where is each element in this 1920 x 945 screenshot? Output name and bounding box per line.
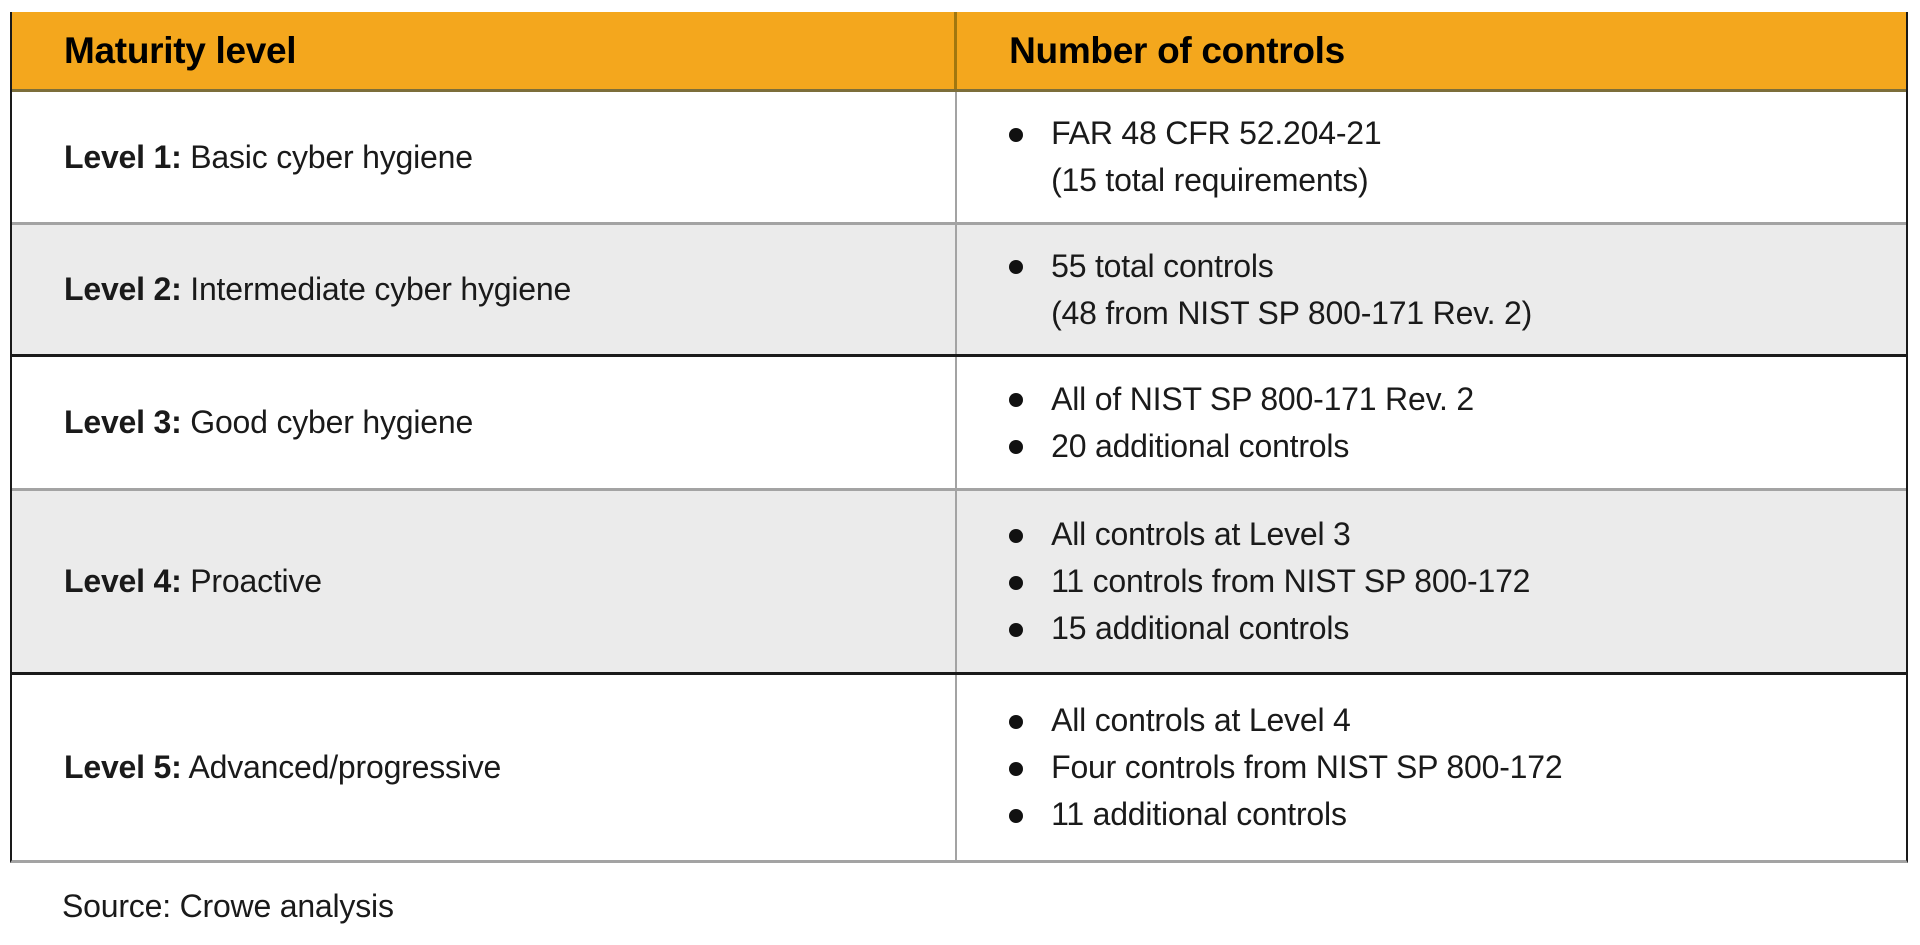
bullet-dot xyxy=(1009,808,1024,823)
control-line: All of NIST SP 800-171 Rev. 2 xyxy=(1007,376,1906,423)
bullet-dot xyxy=(1009,260,1024,274)
bullet-dot xyxy=(1009,393,1024,407)
bullet-icon xyxy=(1007,760,1051,776)
controls-cell: All controls at Level 3 11 controls from … xyxy=(957,491,1906,672)
bullet-dot xyxy=(1009,440,1024,454)
bullet-icon xyxy=(1007,126,1051,142)
controls-cell: FAR 48 CFR 52.204-21 (15 total requiremen… xyxy=(957,92,1906,222)
bullet-icon xyxy=(1007,713,1051,729)
maturity-table: Maturity level Number of controls Level … xyxy=(10,12,1908,863)
bullet-dot xyxy=(1009,575,1024,590)
bullet-dot xyxy=(1009,761,1024,776)
level-label: Level 5: xyxy=(64,749,182,785)
control-line: 20 additional controls xyxy=(1007,423,1906,470)
control-text: FAR 48 CFR 52.204-21 xyxy=(1051,115,1382,151)
maturity-level-cell: Level 5: Advanced/progressive xyxy=(12,675,958,860)
bullet-icon xyxy=(1007,258,1051,274)
level-line: Level 5: Advanced/progressive xyxy=(64,749,955,786)
bullet-dot xyxy=(1009,714,1024,729)
maturity-level-cell: Level 2: Intermediate cyber hygiene xyxy=(12,225,958,354)
header-number-of-controls: Number of controls xyxy=(1009,29,1345,71)
bullet-icon xyxy=(1007,527,1051,543)
level-line: Level 2: Intermediate cyber hygiene xyxy=(64,271,955,308)
control-line: Four controls from NIST SP 800-172 xyxy=(1007,744,1906,791)
level-description: Basic cyber hygiene xyxy=(181,138,473,175)
control-text: 20 additional controls xyxy=(1051,427,1350,464)
source-note: Source: Crowe analysis xyxy=(62,888,394,924)
bullet-icon xyxy=(1007,438,1051,454)
table-row: Level 2: Intermediate cyber hygiene 55 t… xyxy=(12,222,1906,354)
level-label: Level 3: xyxy=(64,404,182,440)
control-text: All controls at Level 4 xyxy=(1051,702,1351,738)
control-line: 55 total controls xyxy=(1007,243,1906,290)
control-line: FAR 48 CFR 52.204-21 xyxy=(1007,110,1906,157)
level-label: Level 4: xyxy=(64,563,182,599)
maturity-level-cell: Level 3: Good cyber hygiene xyxy=(12,357,958,488)
control-line: 15 additional controls xyxy=(1007,605,1906,652)
level-description: Good cyber hygiene xyxy=(181,404,474,440)
bullet-icon xyxy=(1007,621,1051,637)
level-line: Level 4: Proactive xyxy=(64,563,955,600)
controls-cell: All of NIST SP 800-171 Rev. 2 20 addition… xyxy=(957,357,1906,488)
control-line: All controls at Level 3 xyxy=(1007,511,1906,558)
level-description: Proactive xyxy=(181,563,322,599)
control-line: (48 from NIST SP 800-171 Rev. 2) xyxy=(1007,290,1906,337)
bullet-dot xyxy=(1009,528,1024,543)
bullet-dot xyxy=(1009,127,1024,142)
level-label: Level 1: xyxy=(64,138,182,175)
bullet-icon xyxy=(1007,391,1051,407)
table-header-row: Maturity level Number of controls xyxy=(12,12,1906,92)
table-row: Level 1: Basic cyber hygiene FAR 48 CFR … xyxy=(12,92,1906,222)
control-line: All controls at Level 4 xyxy=(1007,697,1906,744)
bullet-icon xyxy=(1007,574,1051,590)
table-row: Level 5: Advanced/progressive All contro… xyxy=(12,672,1906,860)
table-body: Level 1: Basic cyber hygiene FAR 48 CFR … xyxy=(12,92,1906,860)
level-description: Advanced/progressive xyxy=(181,749,502,785)
control-text: 55 total controls xyxy=(1051,247,1274,284)
bullet-dot xyxy=(1009,622,1024,637)
level-description: Intermediate cyber hygiene xyxy=(181,271,572,307)
header-maturity-level: Maturity level xyxy=(12,12,958,89)
level-line: Level 1: Basic cyber hygiene xyxy=(64,139,955,176)
control-line: (15 total requirements) xyxy=(1007,157,1906,204)
control-text: All of NIST SP 800-171 Rev. 2 xyxy=(1051,380,1474,417)
bullet-icon xyxy=(1007,807,1051,823)
control-text: 11 additional controls xyxy=(1051,796,1347,832)
control-text: 15 additional controls xyxy=(1051,610,1350,646)
table-row: Level 3: Good cyber hygiene All of NIST … xyxy=(12,354,1906,488)
control-line: 11 additional controls xyxy=(1007,791,1906,838)
control-text: (15 total requirements) xyxy=(1051,162,1369,198)
control-text: 11 controls from NIST SP 800-172 xyxy=(1051,563,1531,599)
level-label: Level 2: xyxy=(64,271,182,307)
maturity-level-cell: Level 1: Basic cyber hygiene xyxy=(12,92,958,222)
control-line: 11 controls from NIST SP 800-172 xyxy=(1007,558,1906,605)
control-text: (48 from NIST SP 800-171 Rev. 2) xyxy=(1051,294,1533,331)
controls-cell: All controls at Level 4 Four controls fro… xyxy=(957,675,1906,860)
control-text: Four controls from NIST SP 800-172 xyxy=(1051,749,1563,785)
table-row: Level 4: Proactive All controls at Level… xyxy=(12,488,1906,672)
controls-cell: 55 total controls (48 from NIST SP 800-17… xyxy=(957,225,1906,354)
maturity-level-cell: Level 4: Proactive xyxy=(12,491,958,672)
control-text: All controls at Level 3 xyxy=(1051,516,1351,552)
level-line: Level 3: Good cyber hygiene xyxy=(64,404,955,441)
